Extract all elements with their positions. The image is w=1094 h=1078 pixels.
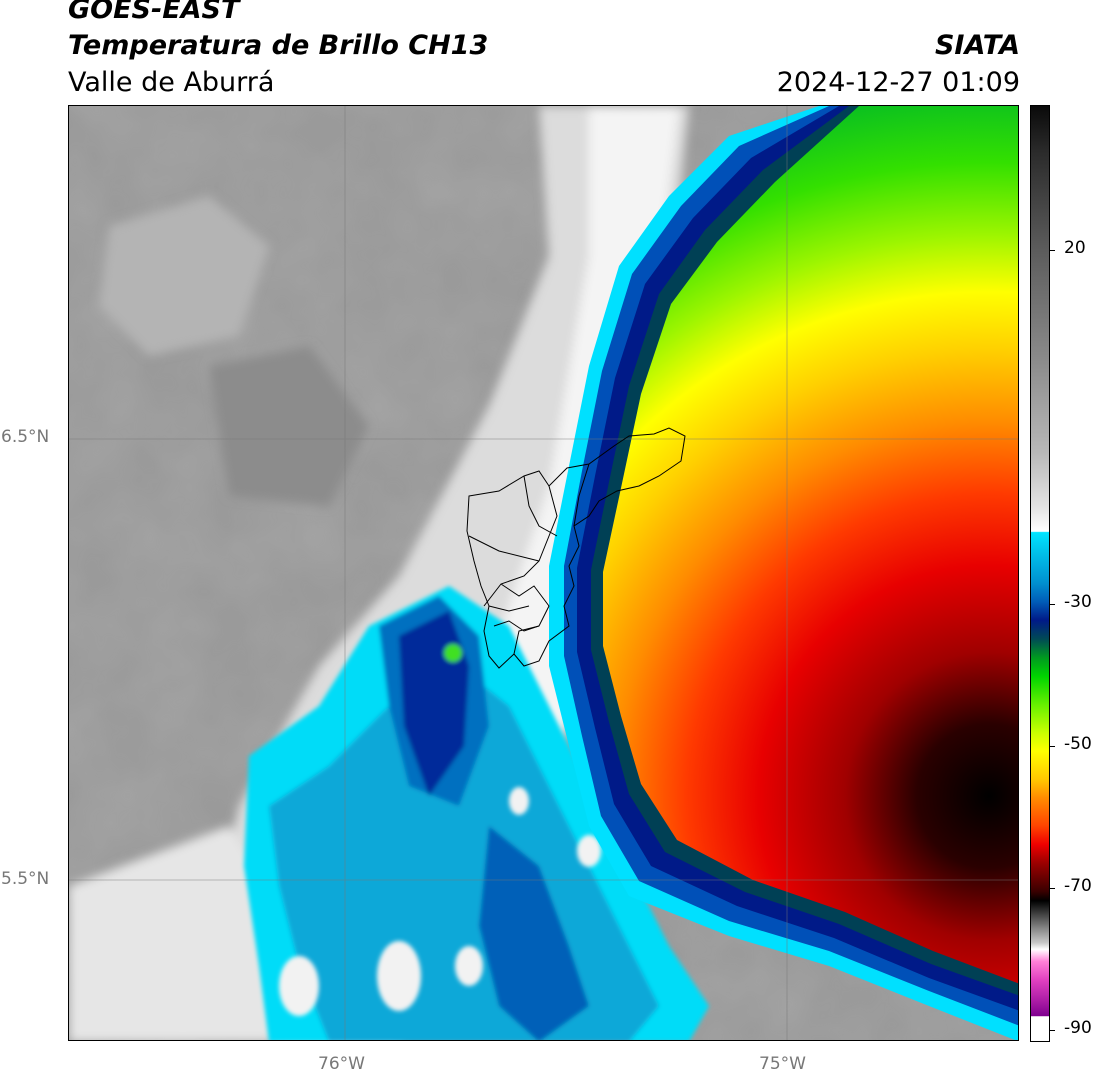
colorbar-tick (1049, 746, 1055, 747)
product-title: Temperatura de Brillo CH13 (68, 30, 489, 61)
timestamp-label: 2024-12-27 01:09 (776, 67, 1020, 98)
lat-label-6-5: 6.5°N (1, 427, 50, 447)
colorbar-label-minus30: -30 (1064, 592, 1092, 612)
region-subtitle: Valle de Aburrá (68, 67, 275, 98)
temperature-colorbar (1030, 105, 1050, 1042)
satellite-title: GOES-EAST (68, 0, 240, 25)
lon-label-76: 76°W (318, 1054, 365, 1074)
colorbar-label-20: 20 (1064, 238, 1086, 258)
lat-label-5-5: 5.5°N (1, 869, 50, 889)
colorbar-label-minus50: -50 (1064, 734, 1092, 754)
colorbar-tick (1049, 604, 1055, 605)
colorbar-tick (1049, 1030, 1055, 1031)
brightness-temperature-map (68, 105, 1019, 1041)
lon-label-75: 75°W (759, 1054, 806, 1074)
colorbar-label-minus90: -90 (1064, 1018, 1092, 1038)
organization-label: SIATA (934, 30, 1020, 61)
colorbar-tick (1049, 888, 1055, 889)
colorbar-label-minus70: -70 (1064, 876, 1092, 896)
municipal-boundaries (466, 427, 686, 669)
colorbar-tick (1049, 250, 1055, 251)
